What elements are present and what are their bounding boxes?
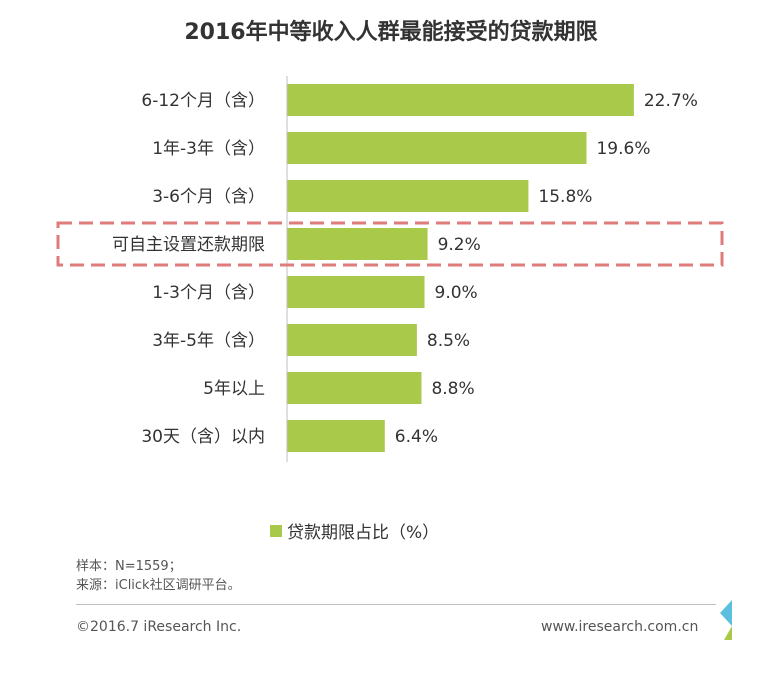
value-label: 15.8% [538,187,592,207]
value-label: 9.0% [435,283,478,303]
bar [287,420,385,452]
footer-divider [76,604,716,605]
bar [287,276,425,308]
source-note: 来源：iClick社区调研平台。 [76,578,241,593]
value-label: 8.5% [427,331,470,351]
legend: 贷款期限占比（%） [270,518,439,543]
chart-title: 2016年中等收入人群最能接受的贷款期限 [184,20,598,45]
value-label: 22.7% [644,91,698,111]
category-label: 6-12个月（含） [141,91,265,111]
notes: 样本：N=1559； 来源：iClick社区调研平台。 [76,557,241,595]
bar [287,228,428,260]
highlight-box [56,221,724,267]
category-label: 1年-3年（含） [152,139,265,159]
bar-chart: 6-12个月（含） 22.7% 1年-3年（含） 19.6% 3-6个月（含） 15.8%… [56,76,724,462]
value-label: 8.8% [431,379,474,399]
bar [287,324,417,356]
category-label: 5年以上 [203,379,265,399]
category-label: 可自主设置还款期限 [112,235,265,255]
bar [287,372,422,404]
sample-note: 样本：N=1559； [76,559,182,574]
bar [287,84,634,116]
category-label: 3-6个月（含） [152,187,265,207]
legend-label: 贷款期限占比（%） [287,523,440,543]
copyright: ©2016.7 iResearch Inc. [76,619,242,635]
bar [287,180,529,212]
bar [287,132,587,164]
website: www.iresearch.com.cn [541,619,699,635]
category-label: 3年-5年（含） [152,331,265,351]
category-label: 30天（含）以内 [141,427,265,447]
corner-decoration-icon [720,600,732,640]
legend-swatch [270,524,282,537]
value-label: 19.6% [596,139,650,159]
value-label: 6.4% [395,427,438,447]
category-label: 1-3个月（含） [152,283,265,303]
value-label: 9.2% [438,235,481,255]
